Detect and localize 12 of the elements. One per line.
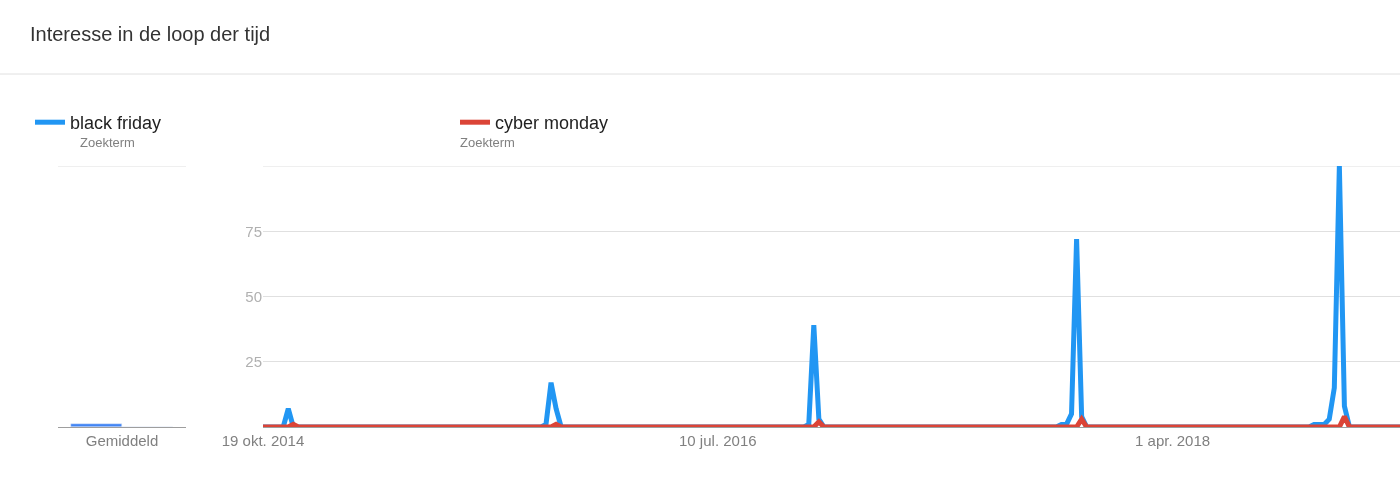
y-tick-label: 75 [245,222,262,240]
y-tick-label: 50 [245,287,262,305]
legend-label: cyber monday [495,113,609,134]
text: Zoekterm [80,135,135,150]
legend-label: black friday [70,113,162,134]
x-tick-label: Gemiddeld [85,432,159,449]
x-tick-label: 19 okt. 2014 [221,432,305,449]
chart-title: Interesse in de loop der tijd [30,23,271,45]
x-tick-label: 10 jul. 2016 [679,432,757,449]
text: Zoekterm [460,135,515,150]
x-tick-label: 1 apr. 2018 [1135,432,1211,449]
y-tick-label: 25 [245,353,262,370]
